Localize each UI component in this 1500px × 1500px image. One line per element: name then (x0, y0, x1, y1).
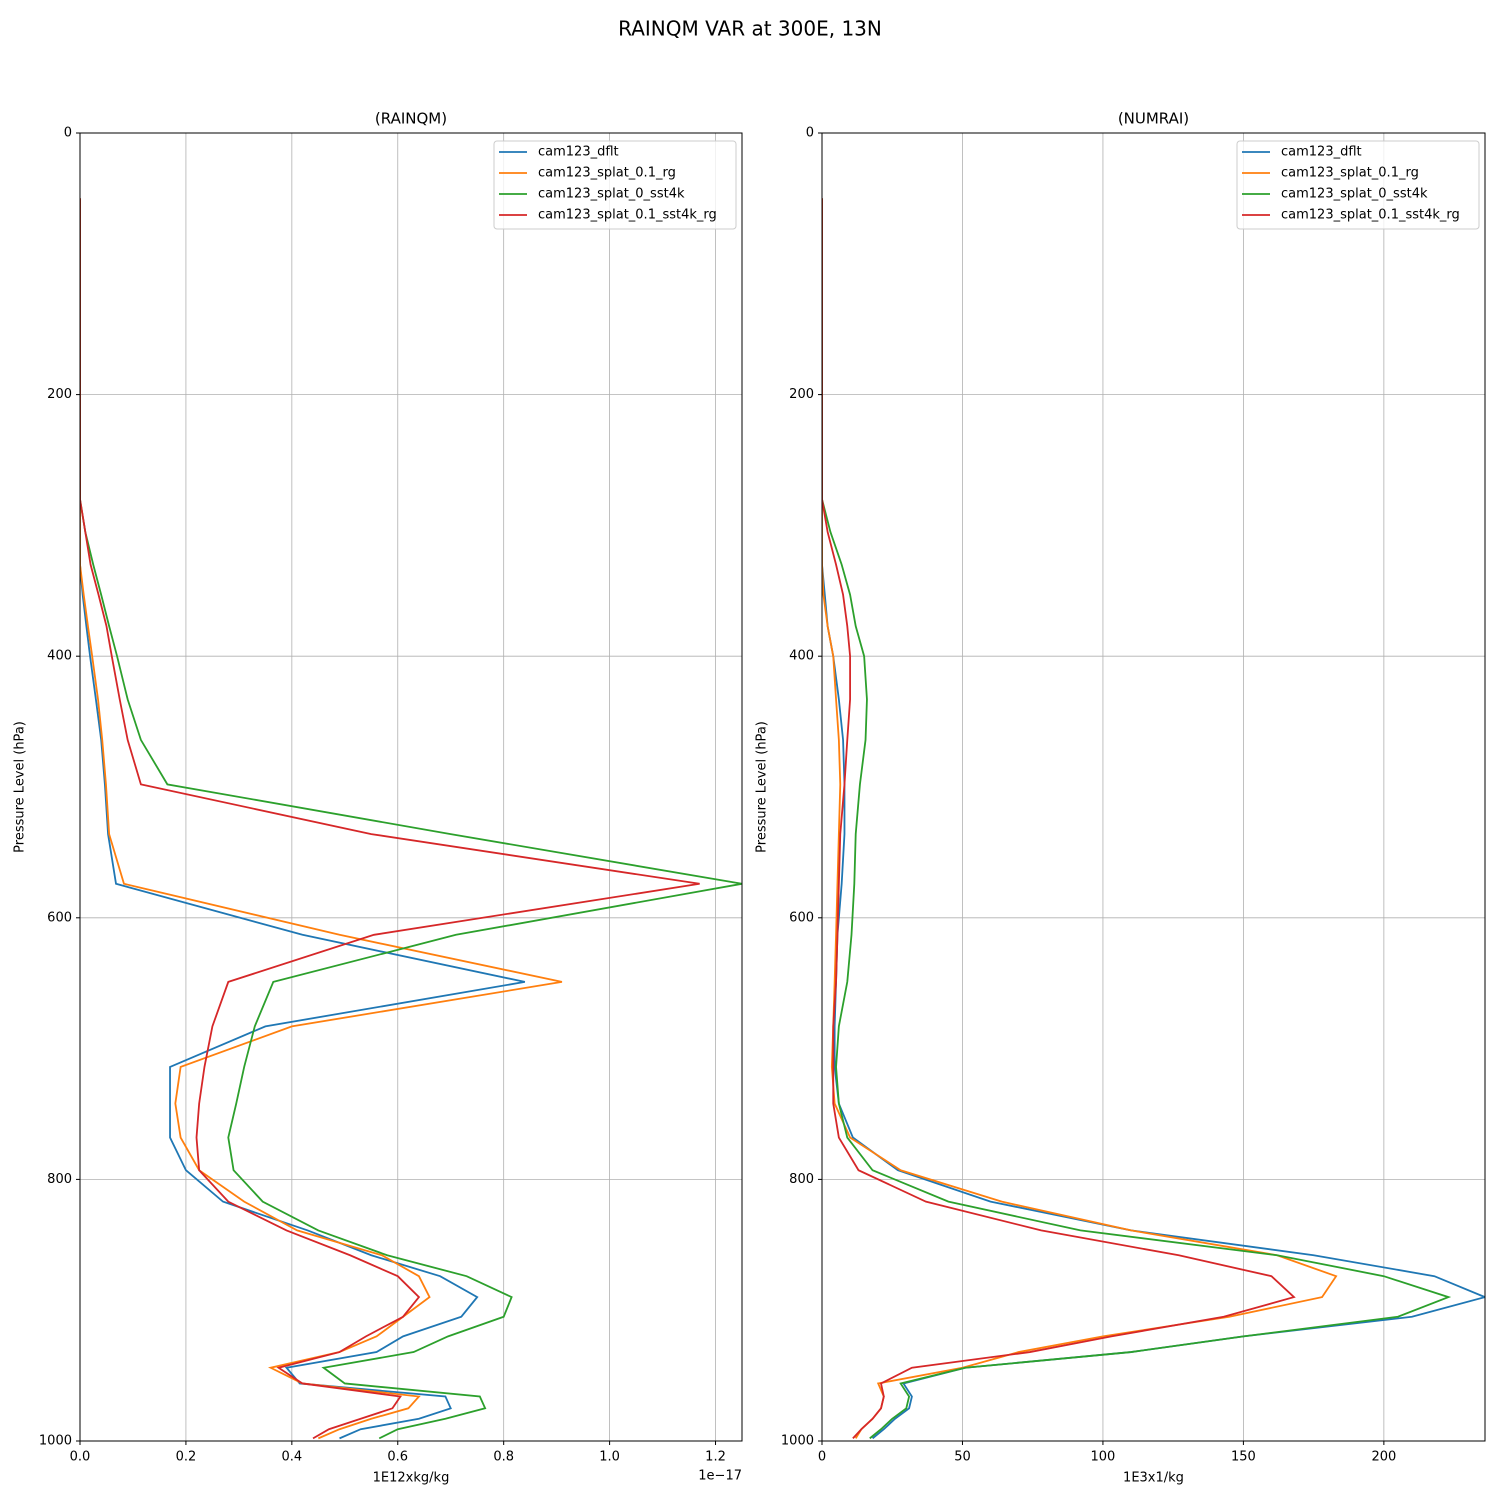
axes-title: (RAINQM) (375, 110, 447, 128)
legend-label: cam123_dflt (538, 145, 619, 160)
legend-label: cam123_splat_0.1_sst4k_rg (1281, 208, 1460, 223)
x-tick-label: 0.6 (387, 1450, 408, 1465)
x-offset-label: 1e−17 (698, 1469, 742, 1484)
x-tick-label: 200 (1371, 1450, 1396, 1465)
y-tick-label: 0 (806, 126, 814, 141)
legend-label: cam123_dflt (1281, 145, 1362, 160)
y-tick-label: 400 (47, 649, 72, 664)
y-tick-label: 0 (64, 126, 72, 141)
x-tick-label: 0.8 (493, 1450, 514, 1465)
y-tick-label: 1000 (781, 1434, 814, 1449)
data-line (822, 198, 1296, 1439)
axes-title: (NUMRAI) (1118, 110, 1189, 128)
x-tick-label: 0.2 (176, 1450, 197, 1465)
data-line (80, 198, 742, 1440)
y-tick-label: 400 (789, 649, 814, 664)
x-tick-label: 100 (1091, 1450, 1116, 1465)
y-axis-label: Pressure Level (hPa) (755, 721, 770, 853)
axes-frame (79, 132, 743, 1442)
data-line (80, 198, 563, 1440)
legend-label: cam123_splat_0_sst4k (538, 187, 685, 202)
x-tick-label: 50 (954, 1450, 971, 1465)
y-tick-label: 800 (47, 1172, 72, 1187)
legend-box (493, 140, 737, 230)
y-tick-label: 600 (789, 910, 814, 925)
figure-title: RAINQM VAR at 300E, 13N (618, 17, 882, 41)
y-tick-label: 200 (47, 387, 72, 402)
data-line (80, 198, 700, 1440)
legend-label: cam123_splat_0.1_sst4k_rg (538, 208, 717, 223)
legend: cam123_dflt cam123_splat_0.1_rg cam123_spl… (493, 140, 737, 230)
legend-box (1236, 140, 1480, 230)
y-tick-label: 600 (47, 910, 72, 925)
x-axis-label: 1E12xkg/kg (373, 1471, 450, 1486)
y-tick-label: 800 (789, 1172, 814, 1187)
y-tick-label: 1000 (39, 1434, 72, 1449)
x-axis-label: 1E3x1/kg (1123, 1471, 1184, 1486)
y-tick-label: 200 (789, 387, 814, 402)
axes-frame (821, 132, 1486, 1442)
legend-label: cam123_splat_0.1_rg (1281, 166, 1419, 181)
x-tick-label: 1.2 (705, 1450, 726, 1465)
x-tick-label: 1.0 (599, 1450, 620, 1465)
y-axis-label: Pressure Level (hPa) (13, 721, 28, 853)
legend-label: cam123_splat_0.1_rg (538, 166, 676, 181)
x-tick-label: 0.4 (281, 1450, 302, 1465)
x-tick-label: 0 (818, 1450, 826, 1465)
x-tick-label: 0.0 (70, 1450, 91, 1465)
x-tick-label: 150 (1231, 1450, 1256, 1465)
legend-label: cam123_splat_0_sst4k (1281, 187, 1428, 202)
data-line (822, 198, 1452, 1440)
legend: cam123_dflt cam123_splat_0.1_rg cam123_spl… (1236, 140, 1480, 230)
